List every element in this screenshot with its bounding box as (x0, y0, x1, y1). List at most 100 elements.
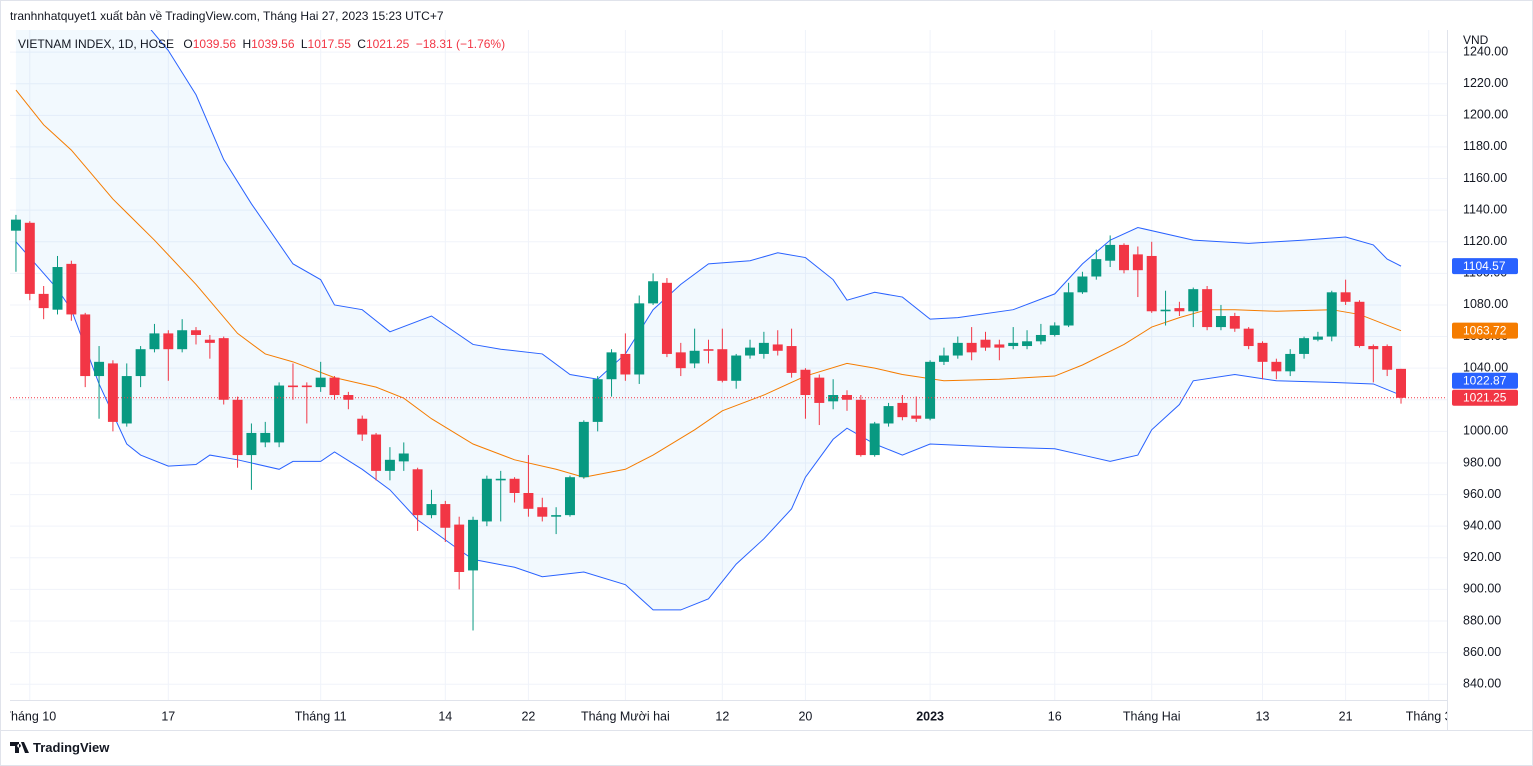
candle-body (1215, 316, 1226, 328)
y-tick-label: 1180.00 (1463, 139, 1507, 153)
x-tick-label: Tháng 10 (3, 709, 56, 723)
candle-body (426, 504, 437, 516)
candle-body (800, 369, 811, 396)
logo-icon (10, 742, 29, 753)
x-tick-label: 16 (1048, 709, 1062, 723)
candle-body (329, 377, 340, 396)
candle-body (301, 385, 312, 388)
candle-body (163, 333, 174, 350)
candle-body (177, 330, 188, 350)
y-tick-label: 1040.00 (1463, 360, 1508, 374)
candle-body (634, 303, 645, 375)
x-tick-label: Tháng Mười hai (581, 709, 670, 723)
candle-body (468, 519, 479, 571)
candle-body (897, 402, 908, 418)
candle-body (94, 361, 105, 377)
price-tag-label: 1022.87 (1463, 373, 1507, 387)
candle-body (1257, 342, 1268, 362)
candle-body (495, 478, 506, 481)
price-tag (1452, 372, 1518, 389)
close-value: 1021.25 (366, 37, 410, 51)
candle-body (24, 222, 35, 294)
candle-body (1049, 325, 1060, 335)
x-tick-label: 17 (161, 709, 175, 723)
candle-body (1132, 254, 1143, 271)
candle-body (1035, 334, 1046, 342)
candle-body (592, 379, 603, 422)
high-value: 1039.56 (251, 37, 295, 51)
candle-body (980, 339, 991, 348)
x-tick-label: 22 (521, 709, 535, 723)
price-tag-label: 1021.25 (1463, 390, 1507, 404)
price-tags: 1104.57 1063.72 1022.87 1021.25 (1452, 258, 1518, 406)
candle-body (994, 344, 1005, 348)
y-tick-label: 920.00 (1463, 550, 1501, 564)
candle-body (842, 395, 852, 400)
candle-body (966, 342, 977, 353)
candle-body (925, 361, 936, 419)
candle-body (731, 355, 742, 381)
candle-body (1160, 309, 1171, 312)
y-tick-label: 1200.00 (1463, 108, 1508, 122)
candle-body (135, 349, 146, 377)
price-unit: VND (1463, 33, 1489, 47)
candle-body (564, 477, 575, 516)
candle-body (1340, 292, 1351, 302)
plot-area (10, 30, 1447, 631)
price-tag-label: 1063.72 (1463, 323, 1507, 337)
candle-body (1243, 328, 1254, 347)
candle-body (1354, 301, 1365, 347)
candle-body (1299, 338, 1310, 354)
x-tick-label: 2023 (916, 709, 944, 723)
y-tick-label: 1240.00 (1463, 44, 1508, 58)
candle-body (191, 330, 201, 335)
candle-body (1285, 353, 1296, 372)
price-tag (1452, 322, 1518, 339)
candle-body (66, 263, 77, 315)
candle-body (246, 432, 257, 456)
candle-body (1022, 341, 1033, 347)
y-tick-label: 1220.00 (1463, 76, 1508, 90)
y-tick-label: 960.00 (1463, 487, 1501, 501)
candle-body (703, 349, 714, 351)
band-line (150, 30, 1402, 380)
candle-body (883, 406, 894, 424)
y-tick-label: 1140.00 (1463, 202, 1507, 216)
candle-body (1063, 292, 1074, 326)
x-tick-label: 12 (715, 709, 729, 723)
symbol-title: VIETNAM INDEX, 1D, HOSE (18, 37, 174, 51)
candle-body (38, 293, 49, 309)
candle-body (689, 350, 700, 364)
band-fill (15, 30, 1402, 610)
y-tick-label: 840.00 (1463, 676, 1501, 690)
ohlc-label: H (242, 37, 251, 51)
ohlc-label: O (183, 37, 192, 51)
candle-body (786, 346, 797, 373)
x-tick-label: Tháng 3 (1406, 709, 1452, 723)
candle-body (1119, 244, 1129, 271)
candle-body (121, 376, 132, 424)
candle-body (1091, 259, 1102, 277)
candle-body (218, 338, 229, 400)
candle-body (1202, 289, 1213, 328)
candle-body (1368, 346, 1379, 350)
candle-body (911, 415, 922, 419)
candle-body (717, 349, 728, 381)
candle-body (828, 395, 839, 402)
price-tag (1452, 389, 1518, 406)
price-tag (1452, 258, 1518, 275)
candle-body (1326, 292, 1337, 337)
candle-body (357, 418, 368, 435)
candle-body (384, 459, 395, 471)
candle-body (1271, 361, 1282, 372)
y-tick-label: 940.00 (1463, 518, 1501, 532)
candle-body (454, 524, 465, 573)
x-tick-label: Tháng Hai (1123, 709, 1181, 723)
y-tick-label: 1120.00 (1463, 234, 1507, 248)
candle-body (1105, 244, 1116, 261)
open-value: 1039.56 (193, 37, 237, 51)
grid (10, 30, 1447, 700)
candle-body (814, 377, 825, 403)
candle-body (648, 281, 659, 304)
